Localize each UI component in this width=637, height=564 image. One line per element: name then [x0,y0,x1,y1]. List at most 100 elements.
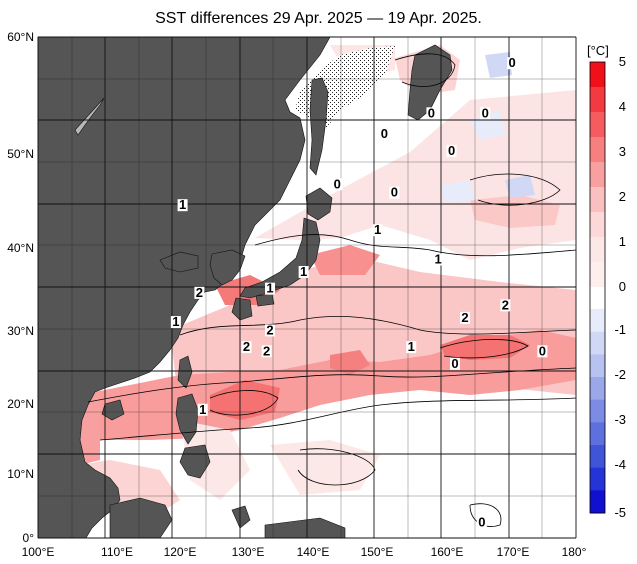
contour-label-bg [194,286,205,299]
lat-label: 0° [23,531,35,545]
colorbar-tick-label: 5 [619,54,626,69]
colorbar-segment [590,309,605,333]
contour-value-label: 1 [374,222,381,237]
colorbar-warm-segments [590,62,605,288]
contour-label-bg [332,178,343,191]
contour-label-bg [261,345,272,358]
longitude-labels: 100°E 110°E 120°E 130°E 140°E 150°E 160°… [22,545,587,559]
colorbar-tick-label: 1 [619,234,626,249]
lon-label: 170°E [497,545,530,559]
colorbar-tick-label: -4 [614,457,626,472]
lon-label: 140°E [297,545,330,559]
contour-value-label: 2 [266,322,273,337]
colorbar-segment [590,187,605,213]
colorbar-segment [590,490,605,514]
colorbar-segment [590,354,605,378]
latitude-labels: 60°N 50°N 40°N 30°N 20°N 10°N 0° [7,30,34,545]
contour-value-label: 0 [539,343,546,358]
colorbar-frame [589,61,606,514]
contour-value-label: 1 [266,281,273,296]
contour-value-label: 1 [435,251,442,266]
contour-value-label: 2 [502,297,509,312]
colorbar-segment [590,212,605,238]
lon-label: 100°E [22,545,55,559]
contour-label-bg [241,341,252,354]
contour-label-bg [372,224,383,237]
contour-label-bg [480,107,491,120]
lon-label: 110°E [101,545,133,559]
lon-label: 150°E [361,545,394,559]
contour-label-bg [265,324,276,337]
lon-label: 130°E [232,545,265,559]
colorbar-tick-label: -1 [614,322,626,337]
contour-label-bg [379,128,390,141]
contour-label-bg [177,199,188,212]
contour-label-bg [476,516,487,529]
contour-value-label: 2 [196,285,203,300]
colorbar-segment [590,262,605,288]
lat-label: 30°N [7,324,34,338]
colorbar-segment [590,331,605,355]
contour-label-bg [298,265,309,278]
contour-value-label: 0 [428,105,435,120]
lon-label: 120°E [164,545,197,559]
map-title: SST differences 29 Apr. 2025 — 19 Apr. 2… [155,10,482,27]
colorbar-tick-label: 3 [619,144,626,159]
colorbar-segment [590,87,605,113]
colorbar-tick-labels: 5 4 3 2 1 0 -1 -2 -3 -4 -5 [614,54,626,520]
colorbar-segment [590,137,605,163]
contour-label-bg [197,403,208,416]
contour-value-label: 0 [391,185,398,200]
colorbar-segment [590,112,605,138]
colorbar-segment [590,422,605,446]
colorbar-segment [590,467,605,491]
contour-value-label: 1 [408,339,415,354]
contour-value-label: 0 [451,356,458,371]
contour-label-bg [446,144,457,157]
colorbar-unit: [°C] [587,43,609,58]
contour-label-bg [537,345,548,358]
lat-label: 40°N [7,241,34,255]
lat-label: 50°N [7,147,34,161]
contour-value-label: 0 [381,126,388,141]
contour-value-label: 0 [334,176,341,191]
contour-label-bg [170,316,181,329]
colorbar-tick-label: 2 [619,189,626,204]
contour-label-bg [406,341,417,354]
colorbar-tick-label: -2 [614,367,626,382]
contour-label-bg [449,357,460,370]
contour-value-label: 2 [263,343,270,358]
contour-label-bg [433,253,444,266]
colorbar-segment [590,399,605,423]
colorbar-zero-band [590,287,605,309]
lat-label: 10°N [7,467,34,481]
colorbar-tick-label: 0 [619,279,626,294]
contour-value-label: 1 [179,197,186,212]
lon-label: 180° [562,545,587,559]
graticule [37,36,577,539]
contour-label-bg [460,311,471,324]
colorbar: [°C] 5 4 3 2 1 0 -1 -2 -3 -4 -5 [587,43,626,520]
contour-value-label: 0 [508,55,515,70]
lat-label: 20°N [7,397,34,411]
colorbar-tick-label: -5 [614,505,626,520]
contour-label-bg [507,57,518,70]
contour-label-bg [265,282,276,295]
colorbar-segment [590,445,605,469]
colorbar-segment [590,237,605,263]
contour-value-label: 1 [300,264,307,279]
contour-value-label: 2 [243,339,250,354]
contour-value-label: 1 [172,314,179,329]
colorbar-cool-segments [590,309,605,514]
colorbar-tick-label: 4 [619,99,626,114]
contour-label-bg [500,299,511,312]
contour-value-label: 1 [199,402,206,417]
contour-value-label: 0 [478,514,485,529]
lat-label: 60°N [7,30,34,44]
contour-value-label: 0 [482,105,489,120]
contour-lines [87,53,577,527]
contour-label-bg [426,107,437,120]
colorbar-segment [590,377,605,401]
